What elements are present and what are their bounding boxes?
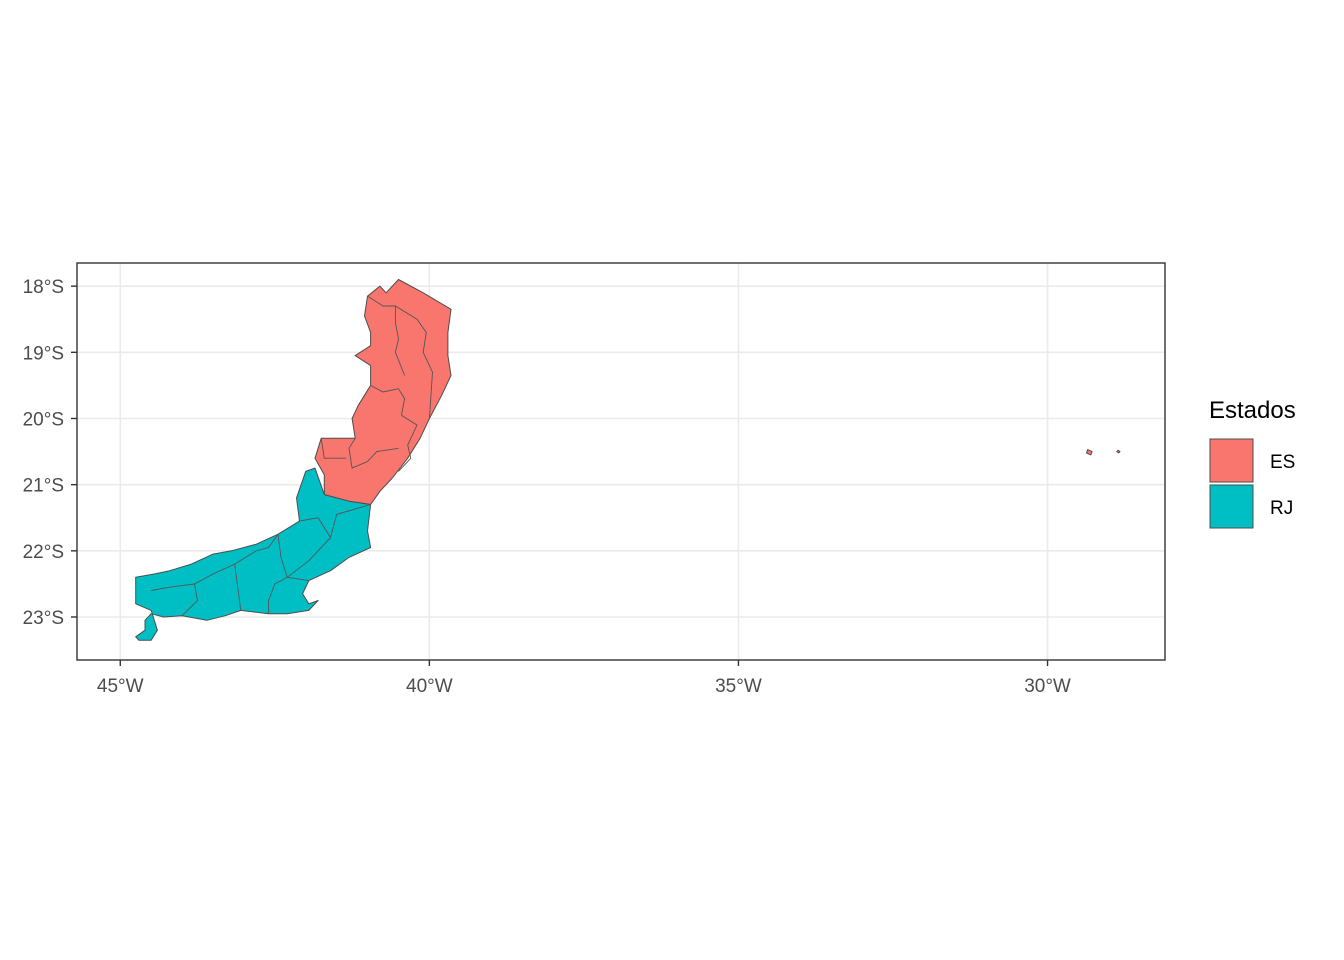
x-tick-label: 45°W — [97, 676, 144, 697]
internal-borders — [151, 295, 433, 617]
y-tick-label: 23°S — [23, 608, 64, 629]
y-tick-label: 21°S — [23, 476, 64, 497]
region-es — [1086, 449, 1093, 456]
x-tick-label: 30°W — [1024, 676, 1071, 697]
x-tick-label: 40°W — [406, 676, 453, 697]
municipal-border — [151, 534, 279, 591]
municipal-border — [277, 534, 288, 578]
region-rj — [135, 467, 372, 641]
municipal-border — [370, 385, 406, 416]
municipal-border — [367, 295, 406, 376]
panel-border — [76, 262, 1166, 661]
municipal-border — [398, 414, 418, 472]
y-tick-label: 18°S — [23, 277, 64, 298]
legend-label-es: ES — [1270, 452, 1295, 473]
municipal-border — [181, 583, 198, 617]
legend-title: Estados — [1209, 397, 1296, 424]
legend-key-rj — [1209, 484, 1254, 529]
region-es — [1116, 449, 1121, 454]
grid — [77, 263, 1165, 660]
legend-key-es — [1209, 438, 1254, 483]
municipal-border — [234, 564, 242, 611]
y-tick-label: 22°S — [23, 542, 64, 563]
y-tick-label: 20°S — [23, 409, 64, 430]
legend: Estados ES RJ — [1209, 397, 1296, 529]
axes: 45°W 40°W 35°W 30°W 18°S 19°S 20°S 21°S 22°S 23°S — [23, 277, 1071, 697]
municipal-border — [287, 576, 309, 582]
x-tick-label: 35°W — [715, 676, 762, 697]
municipal-border — [320, 438, 346, 459]
municipal-border — [268, 504, 371, 614]
regions — [135, 279, 1121, 641]
municipal-border — [299, 517, 331, 538]
municipal-border — [395, 305, 433, 419]
y-tick-label: 19°S — [23, 343, 64, 364]
municipal-border — [348, 438, 399, 469]
legend-label-rj: RJ — [1270, 498, 1293, 519]
